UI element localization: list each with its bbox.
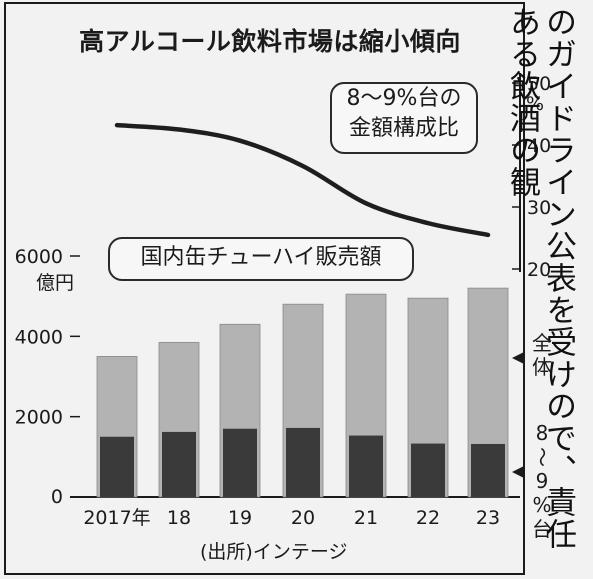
share-callout-line1: 8～9%台の — [346, 86, 462, 111]
chart-title: 高アルコール飲料市場は縮小傾向 — [79, 27, 461, 56]
legend-arrow-segment — [512, 466, 524, 478]
left-axis-tick-label: 6000 — [15, 246, 63, 268]
legend-segment-char: ～ — [530, 447, 554, 467]
left-axis-tick-label: 4000 — [15, 326, 63, 348]
article-side-column: のガイドライン公表を受けので、責任ある飲酒の観 — [504, 6, 576, 550]
share-callout: 8～9%台の 金額構成比 — [330, 82, 478, 154]
share-line — [114, 122, 491, 238]
bar-segment-3 — [223, 428, 257, 497]
bar-segment-2 — [162, 431, 196, 497]
legend-segment-char: 8 — [536, 421, 549, 445]
left-axis-tick-label: 0 — [51, 486, 63, 508]
right-axis-tick-label: 40 — [527, 135, 551, 157]
bar-segment-4 — [286, 427, 320, 497]
legend-segment-char: 9 — [536, 469, 549, 493]
x-tick-label: 21 — [354, 507, 378, 529]
x-tick-label: 2017年 — [83, 507, 150, 529]
bar-segment-6 — [411, 443, 445, 497]
left-axis-unit: 億円 — [36, 272, 75, 294]
legend-segment-char: 台 — [532, 517, 552, 541]
bar-segment-1 — [100, 436, 134, 497]
legend-total-char: 体 — [532, 355, 552, 379]
legend-total-char: 全 — [532, 331, 552, 355]
x-tick-label: 18 — [167, 507, 191, 529]
right-axis-tick-label: 30 — [527, 197, 551, 219]
sales-callout: 国内缶チューハイ販売額 — [108, 237, 414, 281]
right-axis-tick-label: 50 — [527, 73, 551, 95]
legend-segment: 8～9%台 — [530, 421, 554, 541]
x-tick-label: 22 — [416, 507, 440, 529]
right-axis-unit: % — [526, 93, 545, 115]
x-tick-label: 23 — [476, 507, 500, 529]
x-tick-label: 19 — [228, 507, 252, 529]
legend-total: 全体 — [532, 331, 552, 379]
source-note: (出所)インテージ — [200, 541, 348, 563]
legend-arrow-total — [512, 352, 524, 364]
x-tick-label: 20 — [291, 507, 315, 529]
left-axis-tick-label: 2000 — [15, 407, 63, 429]
legend-segment-char: % — [532, 493, 551, 517]
bar-segment-5 — [349, 435, 383, 497]
chart-frame — [4, 2, 525, 575]
right-axis-tick-label: 20 — [527, 259, 551, 281]
bar-segment-7 — [471, 443, 505, 497]
share-callout-line2: 金額構成比 — [348, 116, 459, 141]
